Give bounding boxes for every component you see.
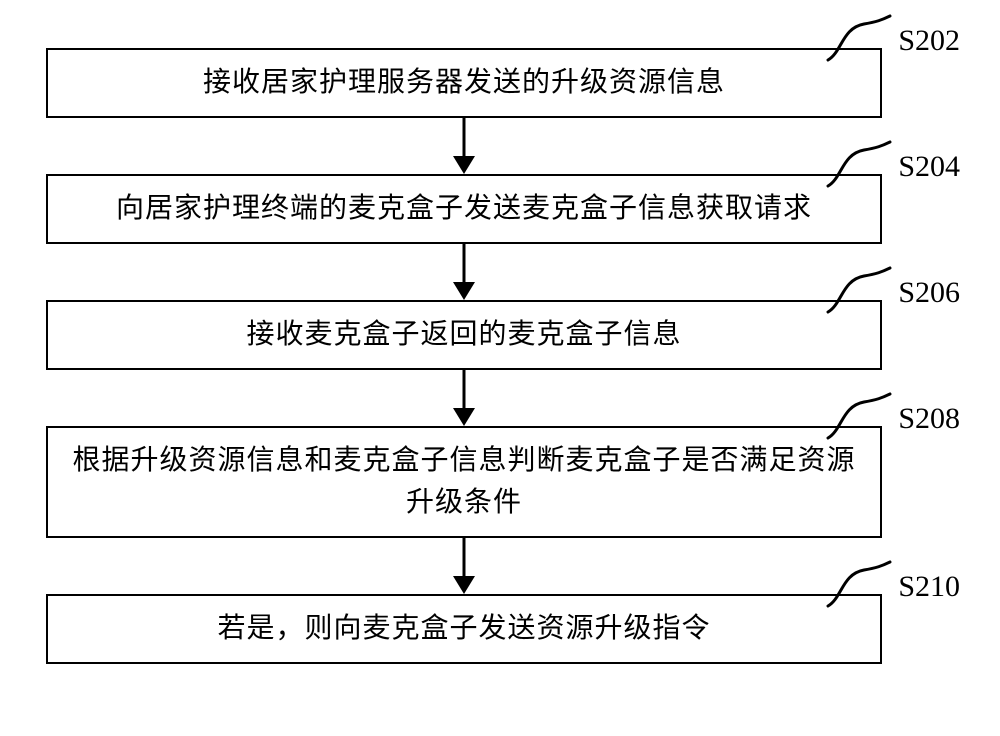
arrow-down-icon [46,118,882,174]
arrow-down-icon [46,244,882,300]
step-s202: 接收居家护理服务器发送的升级资源信息 S202 [46,48,954,118]
step-text: 向居家护理终端的麦克盒子发送麦克盒子信息获取请求 [116,188,812,230]
step-box: 向居家护理终端的麦克盒子发送麦克盒子信息获取请求 [46,174,882,244]
step-text: 接收麦克盒子返回的麦克盒子信息 [246,314,681,356]
step-label-connector: S206 [824,266,960,316]
step-label-connector: S204 [824,140,960,190]
squiggle-icon [824,560,894,610]
arrow-down-icon [46,370,882,426]
step-s208: 根据升级资源信息和麦克盒子信息判断麦克盒子是否满足资源升级条件 S208 [46,426,954,538]
squiggle-icon [824,266,894,316]
step-text: 根据升级资源信息和麦克盒子信息判断麦克盒子是否满足资源升级条件 [66,440,862,524]
step-label-connector: S208 [824,392,960,442]
step-s204: 向居家护理终端的麦克盒子发送麦克盒子信息获取请求 S204 [46,174,954,244]
step-id: S210 [898,570,960,604]
step-id: S206 [898,276,960,310]
step-s210: 若是，则向麦克盒子发送资源升级指令 S210 [46,594,954,664]
squiggle-icon [824,140,894,190]
step-label-connector: S210 [824,560,960,610]
step-label-connector: S202 [824,14,960,64]
step-box: 接收麦克盒子返回的麦克盒子信息 [46,300,882,370]
step-id: S202 [898,24,960,58]
step-box: 若是，则向麦克盒子发送资源升级指令 [46,594,882,664]
squiggle-icon [824,392,894,442]
step-text: 接收居家护理服务器发送的升级资源信息 [203,62,725,104]
step-box: 接收居家护理服务器发送的升级资源信息 [46,48,882,118]
arrow-down-icon [46,538,882,594]
step-text: 若是，则向麦克盒子发送资源升级指令 [217,608,710,650]
step-box: 根据升级资源信息和麦克盒子信息判断麦克盒子是否满足资源升级条件 [46,426,882,538]
step-s206: 接收麦克盒子返回的麦克盒子信息 S206 [46,300,954,370]
flowchart: 接收居家护理服务器发送的升级资源信息 S202 向居家护理终端的麦克盒子发送麦克… [46,48,954,664]
step-id: S204 [898,150,960,184]
step-id: S208 [898,402,960,436]
squiggle-icon [824,14,894,64]
